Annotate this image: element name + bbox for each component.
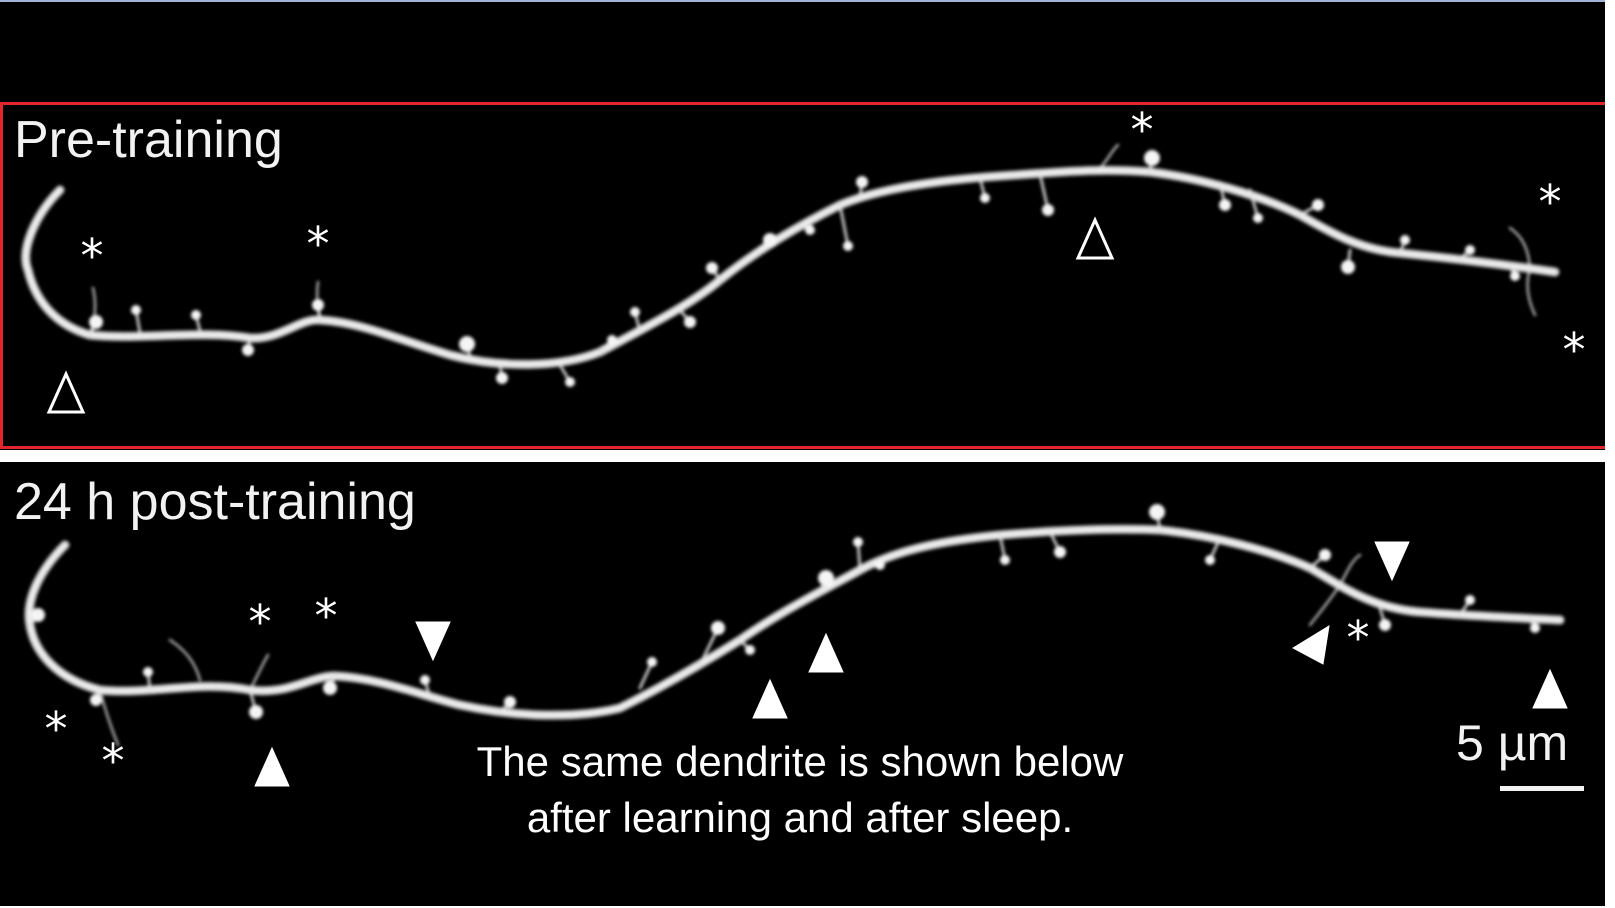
spine-head	[143, 667, 153, 677]
spine-head	[875, 560, 885, 570]
dendrite-thin-branch	[1308, 583, 1342, 627]
open-arrowhead-marker	[1075, 216, 1115, 260]
spine-neck	[838, 203, 850, 248]
spine-head	[31, 608, 45, 622]
dendrite-pre-training	[21, 143, 1560, 387]
spine-head	[647, 657, 657, 667]
spine-head	[242, 344, 254, 356]
spine-head	[1341, 260, 1355, 274]
arrowhead-marker	[1291, 625, 1330, 665]
spine-head	[684, 316, 696, 328]
spine-head	[607, 335, 617, 345]
spine-head	[763, 233, 777, 247]
spine-head	[312, 299, 324, 311]
spine-head	[1042, 204, 1054, 216]
spine-neck	[1038, 172, 1050, 212]
spine-head	[1000, 555, 1010, 565]
spine-head	[843, 241, 853, 251]
dendrite-thin-branch	[98, 688, 120, 747]
spine-head	[1530, 623, 1540, 633]
arrowhead-marker	[1532, 668, 1568, 709]
spine-head	[191, 310, 201, 320]
spine-head	[856, 176, 868, 188]
caption: The same dendrite is shown below after l…	[380, 734, 1220, 846]
spine-head	[1312, 199, 1324, 211]
asterisk-marker: *	[315, 589, 338, 643]
panel-divider	[0, 450, 1610, 462]
spine-head	[496, 372, 508, 384]
spine-head	[1149, 504, 1165, 520]
spine-head	[249, 705, 263, 719]
dendrite-shaft-core	[24, 168, 1557, 366]
asterisk-marker: *	[1347, 611, 1370, 665]
top-frame-line	[0, 0, 1615, 2]
spine-head	[980, 193, 990, 203]
spine-head	[711, 621, 725, 635]
asterisk-marker: *	[1563, 323, 1586, 377]
arrowhead-marker	[808, 632, 844, 673]
spine-head	[1205, 555, 1215, 565]
scale-bar	[1500, 786, 1584, 791]
arrowhead-marker	[752, 678, 788, 719]
asterisk-marker: *	[45, 702, 68, 756]
spine-head	[1144, 150, 1160, 166]
dendrite-thin-branch	[168, 638, 202, 682]
bottom-frame-edge	[0, 906, 1615, 908]
spine-markers: * * * * * * * * * *	[45, 103, 1586, 788]
caption-line: after learning and after sleep.	[526, 794, 1074, 841]
spine-head	[131, 305, 141, 315]
spine-head	[1219, 199, 1231, 211]
spine-head	[1379, 619, 1391, 631]
spine-head	[420, 675, 430, 685]
spine-head	[706, 262, 718, 274]
spine-head	[818, 570, 834, 586]
panel-label-post-training: 24 h post-training	[14, 473, 416, 531]
spine-head	[805, 225, 815, 235]
spine-head	[1400, 235, 1410, 245]
spine-head	[1465, 245, 1475, 255]
arrowhead-marker	[254, 746, 290, 787]
arrowhead-marker	[1374, 541, 1410, 582]
dendrite-thin-branch	[248, 653, 270, 692]
dendrite-post-training	[24, 504, 1565, 747]
spine-head	[565, 377, 575, 387]
asterisk-marker: *	[81, 229, 104, 283]
spine-head	[630, 307, 640, 317]
arrowhead-marker	[415, 621, 451, 662]
spine-head	[1465, 595, 1475, 605]
asterisk-marker: *	[1131, 103, 1154, 157]
spine-head	[1054, 546, 1066, 558]
caption-line: The same dendrite is shown below	[476, 738, 1124, 785]
right-frame-edge	[1605, 0, 1615, 908]
spine-head	[459, 336, 475, 352]
spine-head	[1510, 271, 1520, 281]
dendrite-thin-branch	[1526, 266, 1537, 317]
spine-head	[1253, 213, 1263, 223]
spine-head	[504, 696, 516, 708]
spine-head	[853, 537, 863, 547]
spine-head	[745, 645, 755, 655]
dendrite-thin-branch	[1098, 143, 1120, 170]
spine-head	[90, 694, 102, 706]
open-arrowhead-marker	[46, 370, 86, 414]
asterisk-marker: *	[249, 595, 272, 649]
dendrite-thin-branch	[1338, 553, 1362, 587]
spine-head	[1319, 549, 1331, 561]
dendrite-thin-branch	[1508, 226, 1532, 270]
spine-head	[323, 681, 337, 695]
scale-bar-label: 5 µm	[1456, 715, 1569, 771]
dendrite-shaft	[21, 165, 1560, 369]
panel-label-pre-training: Pre-training	[14, 111, 283, 169]
asterisk-marker: *	[307, 217, 330, 271]
spine-head	[89, 315, 103, 329]
asterisk-marker: *	[1539, 175, 1562, 229]
asterisk-marker: *	[102, 734, 125, 788]
